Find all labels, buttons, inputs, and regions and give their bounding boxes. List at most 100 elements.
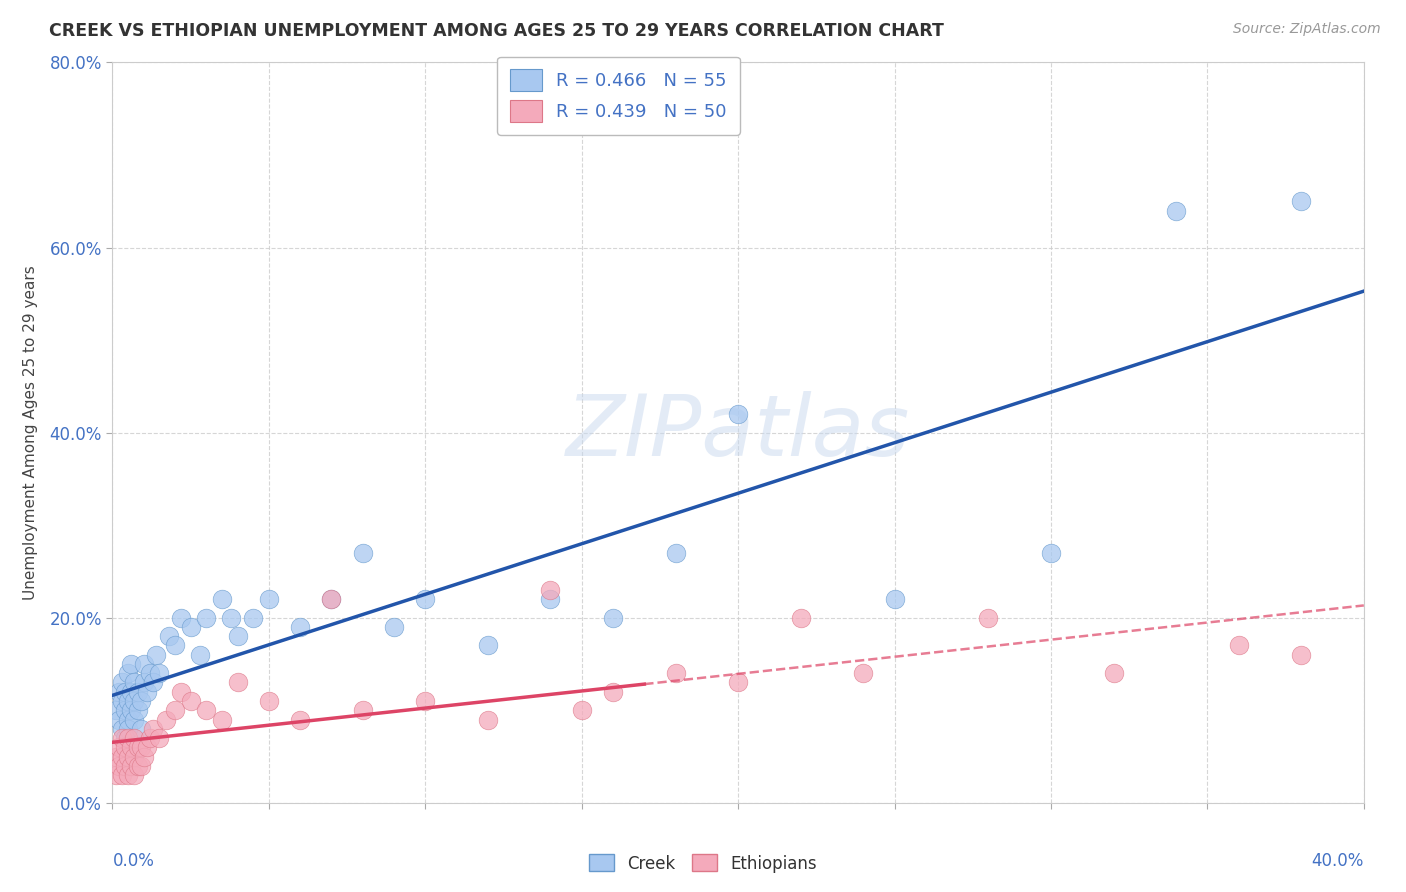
- Point: [132, 657, 155, 671]
- Point: [107, 740, 129, 755]
- Point: [170, 685, 193, 699]
- Point: [321, 592, 343, 607]
- Point: [124, 713, 146, 727]
- Point: [120, 657, 142, 671]
- Point: [111, 694, 134, 708]
- Point: [180, 694, 202, 708]
- Point: [195, 610, 218, 624]
- Point: [139, 666, 162, 681]
- Point: [117, 768, 139, 782]
- Legend: R = 0.466   N = 55, R = 0.439   N = 50: R = 0.466 N = 55, R = 0.439 N = 50: [496, 57, 740, 135]
- Point: [352, 703, 374, 717]
- Point: [180, 620, 202, 634]
- Point: [117, 666, 139, 681]
- Point: [111, 731, 134, 745]
- Point: [104, 703, 127, 717]
- Point: [124, 731, 146, 745]
- Point: [120, 740, 142, 755]
- Point: [321, 592, 343, 607]
- Point: [1166, 203, 1188, 218]
- Point: [148, 731, 170, 745]
- Point: [117, 694, 139, 708]
- Point: [571, 703, 593, 717]
- Point: [664, 546, 686, 560]
- Point: [114, 740, 136, 755]
- Point: [477, 639, 499, 653]
- Point: [132, 749, 155, 764]
- Point: [415, 592, 437, 607]
- Point: [114, 758, 136, 772]
- Point: [145, 648, 167, 662]
- Point: [157, 629, 180, 643]
- Point: [257, 592, 280, 607]
- Point: [727, 675, 749, 690]
- Point: [226, 629, 249, 643]
- Point: [117, 722, 139, 736]
- Point: [211, 713, 233, 727]
- Point: [1039, 546, 1063, 560]
- Point: [415, 694, 437, 708]
- Point: [163, 703, 186, 717]
- Point: [1291, 194, 1313, 209]
- Point: [257, 694, 280, 708]
- Text: ZIPatlas: ZIPatlas: [567, 391, 910, 475]
- Point: [107, 758, 129, 772]
- Point: [129, 758, 152, 772]
- Point: [142, 675, 165, 690]
- Y-axis label: Unemployment Among Ages 25 to 29 years: Unemployment Among Ages 25 to 29 years: [24, 265, 38, 600]
- Point: [188, 648, 211, 662]
- Point: [120, 685, 142, 699]
- Point: [124, 768, 146, 782]
- Point: [120, 703, 142, 717]
- Point: [114, 703, 136, 717]
- Point: [124, 749, 146, 764]
- Point: [977, 610, 1000, 624]
- Point: [107, 685, 129, 699]
- Point: [117, 731, 139, 745]
- Point: [727, 407, 749, 421]
- Text: CREEK VS ETHIOPIAN UNEMPLOYMENT AMONG AGES 25 TO 29 YEARS CORRELATION CHART: CREEK VS ETHIOPIAN UNEMPLOYMENT AMONG AG…: [49, 22, 943, 40]
- Point: [127, 758, 149, 772]
- Legend: Creek, Ethiopians: Creek, Ethiopians: [582, 847, 824, 880]
- Point: [124, 675, 146, 690]
- Point: [114, 731, 136, 745]
- Point: [1291, 648, 1313, 662]
- Point: [148, 666, 170, 681]
- Point: [195, 703, 218, 717]
- Point: [117, 749, 139, 764]
- Point: [111, 675, 134, 690]
- Point: [124, 694, 146, 708]
- Point: [120, 758, 142, 772]
- Point: [226, 675, 249, 690]
- Point: [107, 713, 129, 727]
- Point: [104, 749, 127, 764]
- Point: [139, 731, 162, 745]
- Point: [1102, 666, 1125, 681]
- Point: [135, 740, 157, 755]
- Point: [155, 713, 177, 727]
- Point: [111, 749, 134, 764]
- Point: [290, 620, 312, 634]
- Point: [883, 592, 905, 607]
- Point: [135, 685, 157, 699]
- Point: [127, 703, 149, 717]
- Point: [117, 713, 139, 727]
- Point: [111, 768, 134, 782]
- Text: Source: ZipAtlas.com: Source: ZipAtlas.com: [1233, 22, 1381, 37]
- Point: [163, 639, 186, 653]
- Point: [127, 740, 149, 755]
- Point: [352, 546, 374, 560]
- Point: [790, 610, 813, 624]
- Point: [114, 685, 136, 699]
- Point: [142, 722, 165, 736]
- Point: [664, 666, 686, 681]
- Point: [540, 582, 562, 597]
- Point: [104, 768, 127, 782]
- Point: [602, 610, 624, 624]
- Point: [170, 610, 193, 624]
- Point: [1227, 639, 1250, 653]
- Point: [602, 685, 624, 699]
- Point: [129, 694, 152, 708]
- Point: [540, 592, 562, 607]
- Point: [382, 620, 405, 634]
